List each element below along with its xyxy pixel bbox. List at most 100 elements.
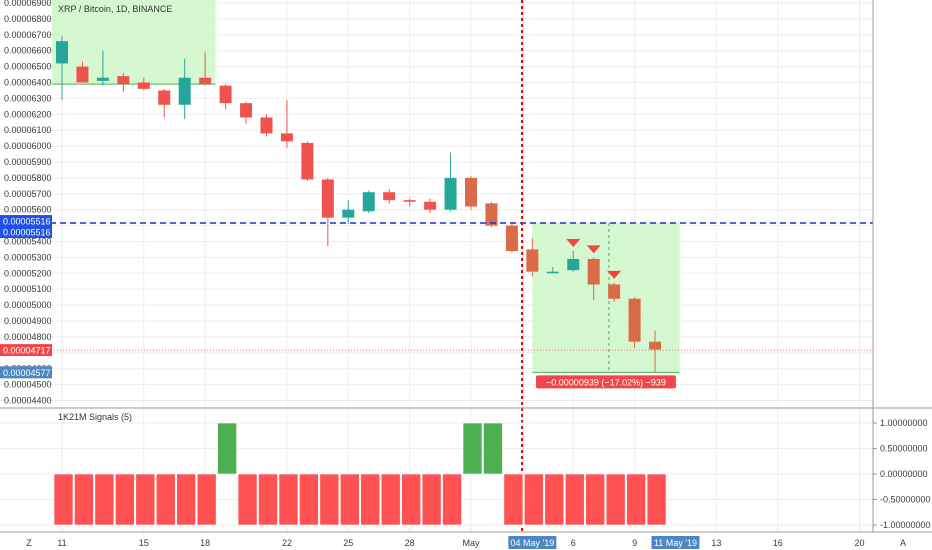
price-tick-label: 0.00006300 xyxy=(4,93,52,103)
signal-bar xyxy=(217,422,237,475)
signal-bar xyxy=(421,473,442,526)
price-tick-label: 0.00006800 xyxy=(4,14,52,24)
time-range-tag xyxy=(508,536,557,549)
hline-price-tag: 0.00005516 xyxy=(3,217,51,227)
signal-bar xyxy=(299,473,319,526)
signal-bar xyxy=(155,473,176,526)
candle-body xyxy=(321,179,334,218)
candle-body xyxy=(240,103,253,118)
indicator-tick-label: 0.00000000 xyxy=(880,469,928,479)
candles xyxy=(56,36,662,372)
price-tick-label: 0.00006900 xyxy=(4,0,52,8)
price-tick-label: 0.00005700 xyxy=(4,189,52,199)
time-range-label: 11 May '19 xyxy=(654,538,697,548)
signal-bar xyxy=(462,422,483,475)
axes xyxy=(0,0,932,533)
time-axis[interactable]: 11 15 18 22 25 28 May 6 9 13 16 20 04 May '19 11 May … xyxy=(57,536,865,549)
price-tick-label: 0.00004500 xyxy=(4,380,52,390)
candle-body xyxy=(362,192,375,212)
low-price-tag: 0.00004577 xyxy=(3,368,51,378)
signal-bar xyxy=(258,473,278,526)
zoom-icon[interactable]: Z xyxy=(26,538,32,548)
signal-bar xyxy=(94,473,115,526)
candle-body xyxy=(96,77,109,81)
candle-body xyxy=(117,76,130,85)
signal-bar xyxy=(380,473,401,526)
signal-bar xyxy=(544,473,565,526)
overlays xyxy=(0,0,873,532)
candle-body xyxy=(342,209,355,218)
signal-bar xyxy=(401,473,421,526)
time-tick-label: 20 xyxy=(855,538,865,548)
time-tick-label: 22 xyxy=(282,538,292,548)
signal-bar xyxy=(442,473,462,526)
symbol-title[interactable]: XRP / Bitcoin, 1D, BINANCE xyxy=(58,4,172,14)
signal-bar xyxy=(135,473,156,526)
candle-body xyxy=(219,85,232,104)
candle-body xyxy=(56,41,68,64)
indicator-tick-label: 1.00000000 xyxy=(880,418,928,428)
signal-bar xyxy=(564,473,585,526)
signal-bar xyxy=(319,473,340,526)
candle-body xyxy=(280,133,293,142)
hline-price-tag-lower: 0.00005516 xyxy=(3,228,51,238)
time-tick-label: 28 xyxy=(405,538,415,548)
candle-body xyxy=(505,225,518,252)
price-tick-label: 0.00006500 xyxy=(4,62,52,72)
time-tick-label: 15 xyxy=(139,538,149,548)
candle-body xyxy=(178,77,191,105)
signal-bar xyxy=(278,473,299,526)
signal-bar xyxy=(524,473,544,526)
candle-body xyxy=(260,117,273,134)
price-tick-label: 0.00005600 xyxy=(4,205,52,215)
range-measure-tag xyxy=(535,375,676,389)
signal-bar xyxy=(339,473,360,526)
time-tick-label: 9 xyxy=(632,538,637,548)
price-tick-label: 0.00006100 xyxy=(4,125,52,135)
candle-body xyxy=(199,77,212,85)
candle-body xyxy=(649,341,662,350)
signal-bar xyxy=(176,473,196,526)
candle-body xyxy=(137,82,150,89)
time-tick-label: 18 xyxy=(200,538,210,548)
candle-body xyxy=(546,271,559,274)
time-tick-label: 6 xyxy=(571,538,576,548)
time-tick-label: 13 xyxy=(711,538,721,548)
candle-body xyxy=(567,258,580,271)
last-price-tag-bg xyxy=(0,344,52,357)
price-tick-label: 0.00005200 xyxy=(4,268,52,278)
price-tick-label: 0.00006700 xyxy=(4,30,52,40)
indicator-title[interactable]: 1K21M Signals (5) xyxy=(58,412,132,422)
candle-body xyxy=(158,90,171,105)
price-tick-label: 0.00006600 xyxy=(4,46,52,56)
candle-body xyxy=(301,142,314,180)
price-tick-label: 0.00005300 xyxy=(4,252,52,262)
signal-bar xyxy=(646,473,667,526)
price-tick-label: 0.00004400 xyxy=(4,396,52,406)
signal-bar xyxy=(237,473,258,526)
signal-bar xyxy=(196,473,217,526)
candle-body xyxy=(628,298,641,342)
candle-body xyxy=(608,284,621,299)
candle-body xyxy=(403,200,416,202)
candle-body xyxy=(526,249,539,272)
time-tick-label: May xyxy=(462,538,480,548)
indicator-axis[interactable]: 1.00000000 0.50000000 0.00000000 -0.5000000… xyxy=(873,418,931,530)
hline-price-tag-lower-bg xyxy=(0,226,52,239)
indicator-tick-label: -0.50000000 xyxy=(880,495,931,505)
signal-bar xyxy=(605,473,626,526)
low-price-tag-bg xyxy=(0,366,52,379)
signal-bar xyxy=(53,473,74,526)
price-tick-label: 0.00005400 xyxy=(4,237,52,247)
sell-signal-marker xyxy=(566,239,581,248)
last-price-tag: 0.00004717 xyxy=(3,346,51,356)
price-tick-label: 0.00006400 xyxy=(4,78,52,88)
auto-scale-icon[interactable]: A xyxy=(900,538,906,548)
indicator-tick-label: -1.00000000 xyxy=(880,520,931,530)
signal-bar xyxy=(626,473,646,526)
signal-bar xyxy=(115,473,135,526)
time-range-label: 04 May '19 xyxy=(510,538,554,548)
price-tick-label: 0.00005900 xyxy=(4,157,52,167)
